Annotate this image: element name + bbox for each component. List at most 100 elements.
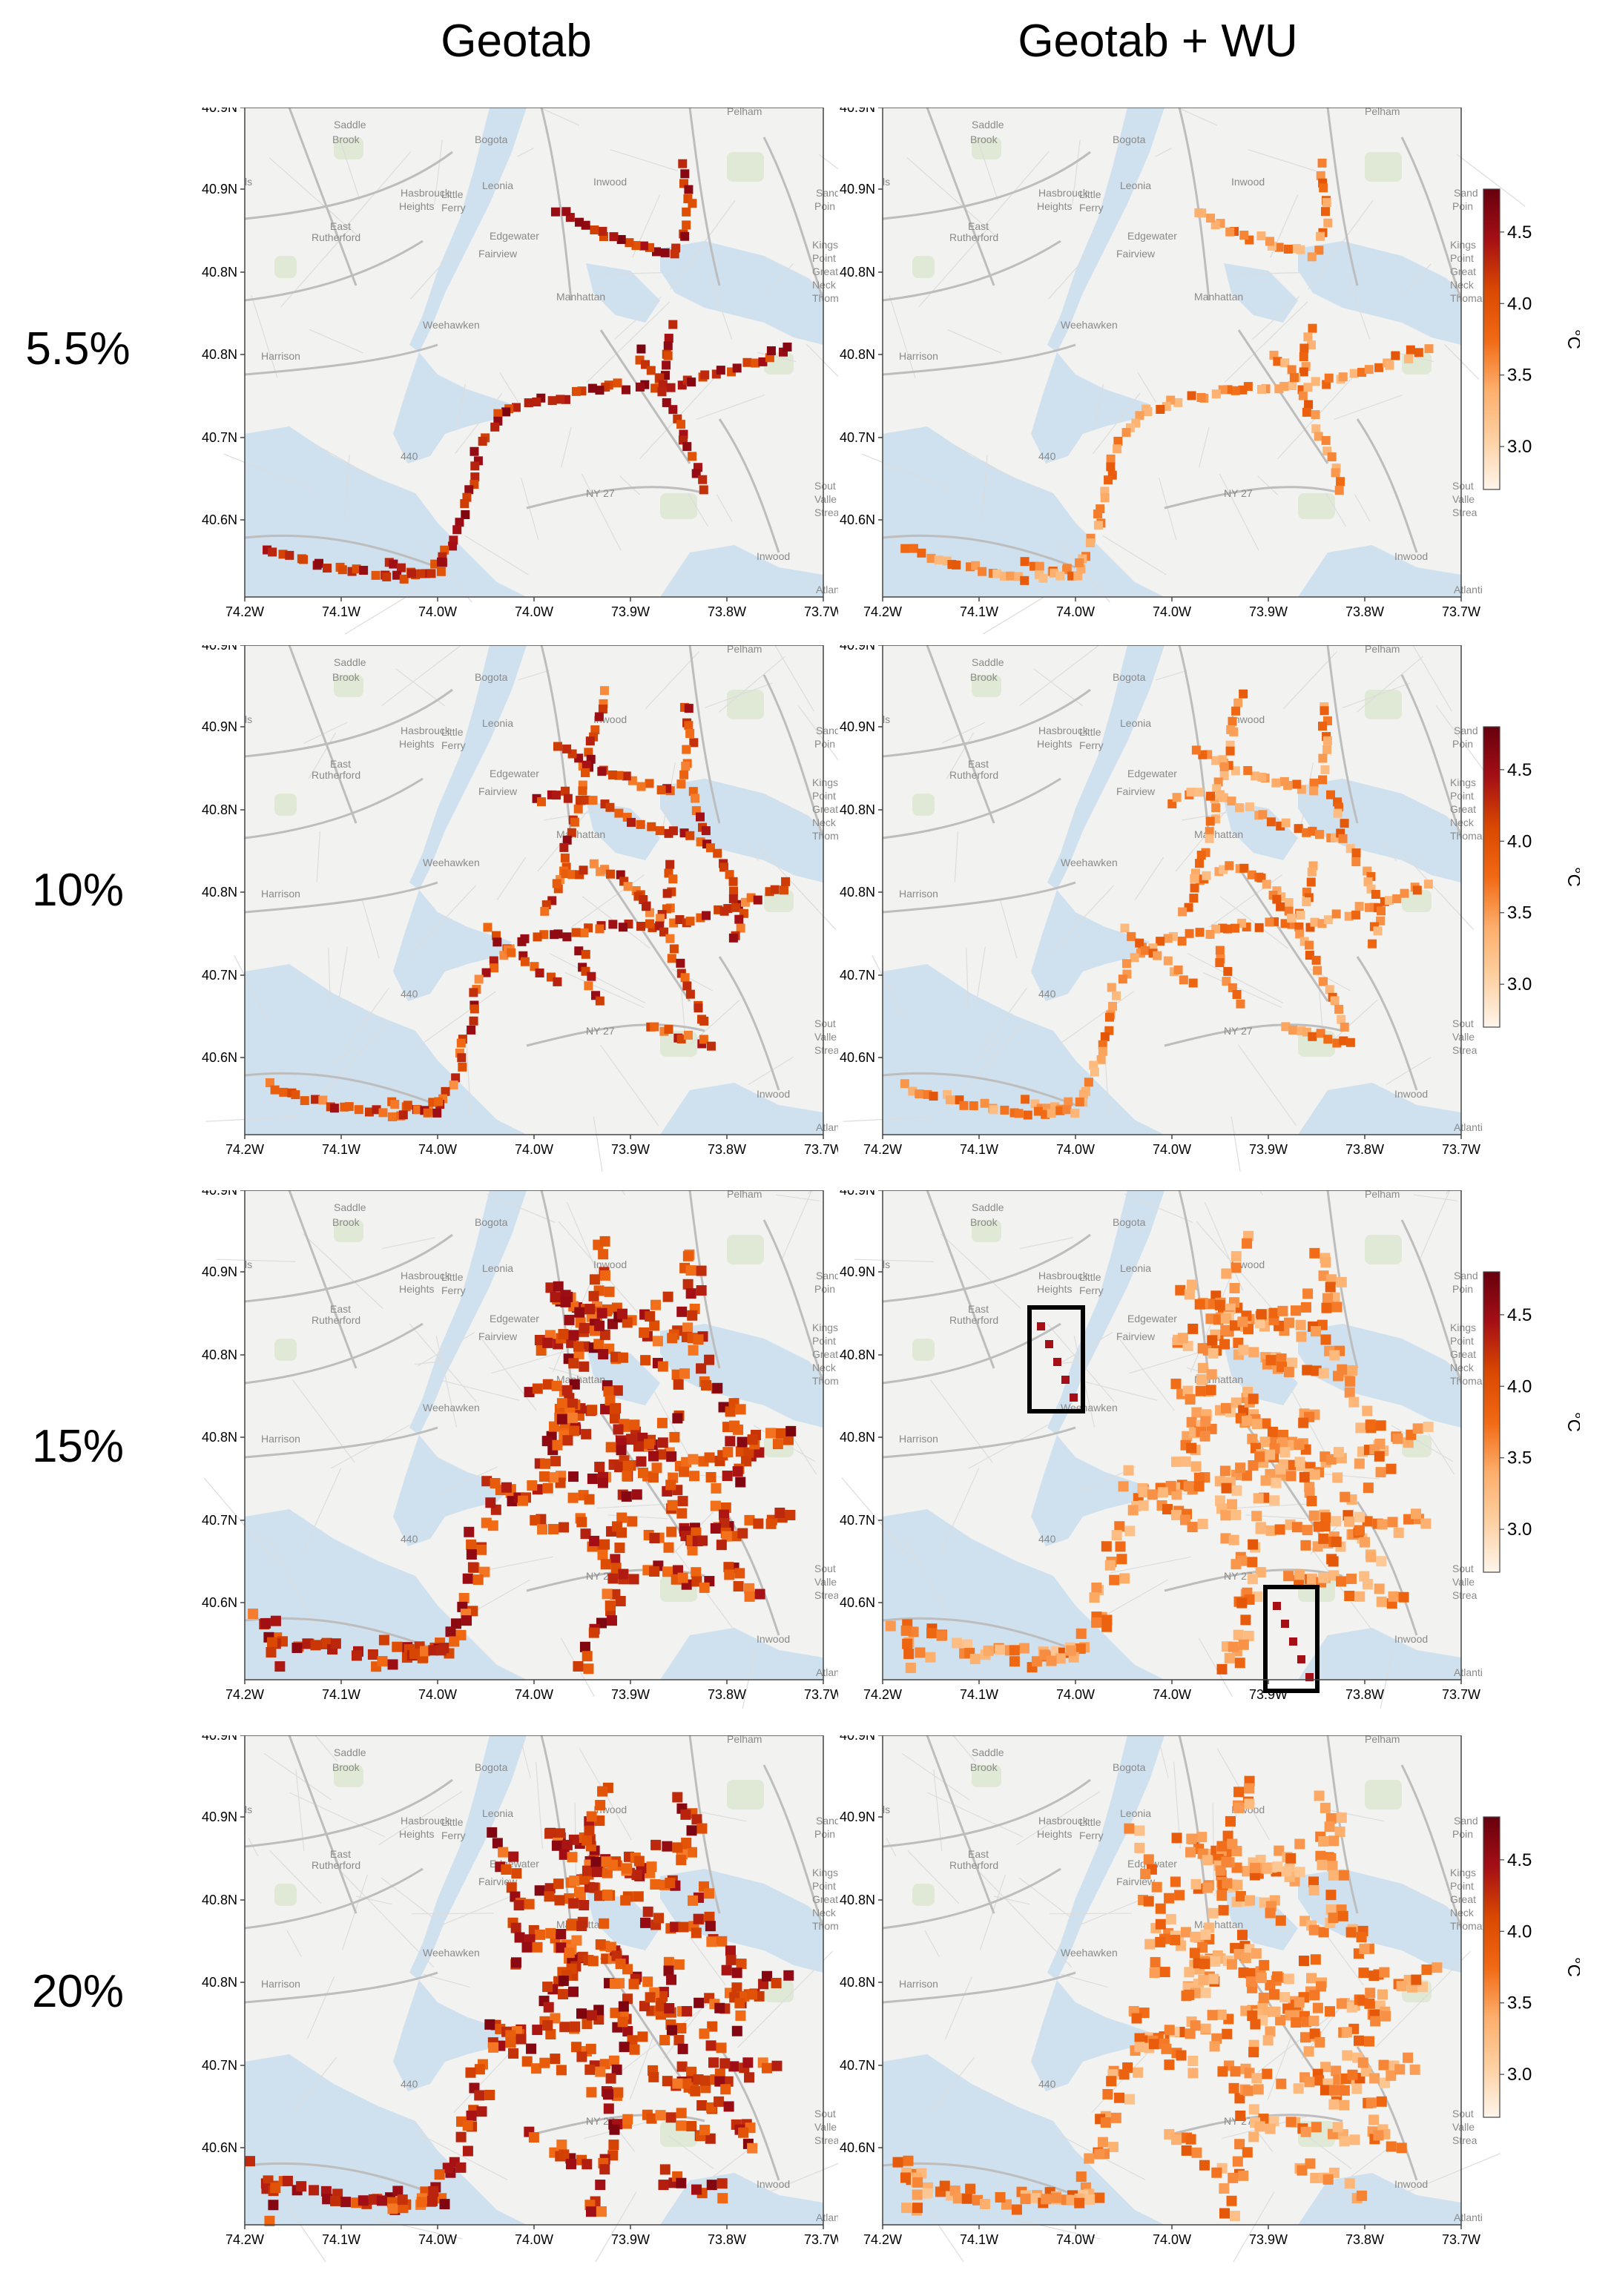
- temperature-cell: [568, 1330, 579, 1341]
- temperature-cell: [244, 2156, 255, 2167]
- map-place-label: Pelham: [727, 108, 762, 117]
- temperature-cell: [1159, 1967, 1170, 1978]
- temperature-cell: [1376, 1596, 1387, 1607]
- temperature-cell: [690, 2085, 701, 2097]
- temperature-cell: [668, 826, 678, 836]
- water-body: [393, 1980, 512, 2091]
- temperature-cell: [532, 397, 541, 406]
- temperature-cell: [1364, 2036, 1375, 2047]
- temperature-cell: [664, 334, 673, 343]
- temperature-cell: [551, 1380, 562, 1391]
- temperature-cell: [607, 2150, 619, 2161]
- temperature-cell: [945, 1095, 955, 1105]
- temperature-cell: [476, 2106, 487, 2117]
- temperature-cell: [1187, 2068, 1199, 2079]
- temperature-cell: [1211, 389, 1221, 399]
- map-place-label: Sout: [1452, 2108, 1474, 2119]
- temperature-cell: [688, 1895, 699, 1906]
- temperature-cell: [602, 1867, 613, 1878]
- temperature-cell: [1325, 1281, 1336, 1293]
- temperature-cell: [1228, 2082, 1239, 2094]
- temperature-cell: [625, 238, 634, 248]
- temperature-cell: [1094, 2192, 1105, 2203]
- temperature-cell: [1336, 1276, 1347, 1287]
- temperature-cell: [1033, 1106, 1043, 1116]
- map-place-label: Valle: [1452, 1031, 1475, 1043]
- temperature-cell: [1377, 906, 1386, 916]
- temperature-cell: [474, 2090, 485, 2101]
- temperature-cell: [1334, 486, 1344, 495]
- temperature-cell: [667, 954, 676, 963]
- temperature-cell: [1251, 1511, 1262, 1522]
- lat-tick-label: 40.9N: [202, 1810, 237, 1824]
- street-grid: [203, 1190, 820, 1709]
- temperature-cell: [1423, 880, 1433, 889]
- temperature-cell: [699, 2028, 710, 2039]
- temperature-cell: [1233, 1802, 1245, 1813]
- map-place-label: Strea: [1452, 507, 1477, 518]
- temperature-cell: [1255, 1567, 1266, 1578]
- temperature-cell: [524, 1899, 535, 1910]
- temperature-cell: [549, 1421, 560, 1432]
- lon-tick-label: 73.7W: [1442, 1142, 1480, 1157]
- temperature-cell: [1184, 1967, 1195, 1978]
- lon-tick-label: 73.7W: [1442, 1687, 1480, 1702]
- map-place-label: Sand: [1454, 187, 1478, 199]
- temperature-cell: [1102, 2088, 1113, 2099]
- temperature-cell: [604, 1395, 616, 1406]
- temperature-cell: [682, 2006, 693, 2017]
- temperature-cell: [455, 2162, 467, 2173]
- temperature-cell: [616, 1445, 627, 1456]
- temperature-cell: [1281, 818, 1291, 828]
- map-place-label: East: [330, 758, 351, 770]
- temperature-cell: [599, 686, 609, 696]
- map-place-label: Bogota: [475, 1761, 508, 1773]
- temperature-cell: [676, 2177, 687, 2188]
- temperature-cell: [1410, 1508, 1421, 1520]
- temperature-cell: [1323, 915, 1333, 925]
- temperature-cell: [1206, 791, 1216, 801]
- temperature-cell: [329, 1104, 339, 1113]
- temperature-cell: [1065, 1645, 1076, 1656]
- temperature-cell: [596, 1307, 607, 1319]
- temperature-cell: [717, 2193, 728, 2204]
- temperature-cell: [1365, 2097, 1377, 2108]
- lon-tick-label: 73.8W: [1345, 604, 1384, 619]
- temperature-cell: [1265, 2026, 1276, 2037]
- map-place-label: Kings: [1450, 239, 1476, 251]
- temperature-cell: [1344, 1516, 1355, 1527]
- map-place-label: Pelham: [1365, 1735, 1400, 1745]
- temperature-cell: [1238, 1345, 1249, 1356]
- temperature-cell: [1196, 1832, 1208, 1843]
- water-body: [660, 241, 823, 345]
- temperature-cell: [1134, 1825, 1145, 1836]
- temperature-cell: [508, 1851, 519, 1862]
- temperature-cell: [544, 1828, 556, 1839]
- row-label-10: 10%: [31, 865, 125, 916]
- temperature-cell: [389, 559, 398, 569]
- temperature-cell: [541, 1436, 553, 1447]
- temperature-cell: [1365, 1419, 1376, 1431]
- temperature-cell: [569, 1876, 580, 1887]
- temperature-cell: [612, 1521, 623, 1532]
- temperature-cell: [599, 1539, 610, 1550]
- temperature-cell: [553, 1878, 564, 1890]
- temperature-cell: [1283, 244, 1293, 254]
- temperature-cell: [1319, 183, 1328, 193]
- map-place-label: Hasbrouck: [1038, 725, 1089, 736]
- temperature-cell: [511, 1868, 522, 1879]
- temperature-cell: [1018, 1643, 1029, 1654]
- temperature-cell: [644, 1439, 655, 1450]
- temperature-cell: [744, 2072, 755, 2083]
- temperature-cell: [585, 736, 595, 746]
- temperature-cell: [627, 1516, 638, 1527]
- temperature-cell: [1240, 1953, 1251, 1964]
- temperature-cell: [1306, 340, 1316, 350]
- temperature-cell: [1380, 2010, 1391, 2022]
- temperature-cell: [582, 2019, 593, 2030]
- temperature-cell: [742, 2057, 754, 2068]
- temperature-cell: [617, 2016, 628, 2028]
- temperature-cell: [680, 1809, 691, 1820]
- temperature-cell: [617, 1352, 628, 1363]
